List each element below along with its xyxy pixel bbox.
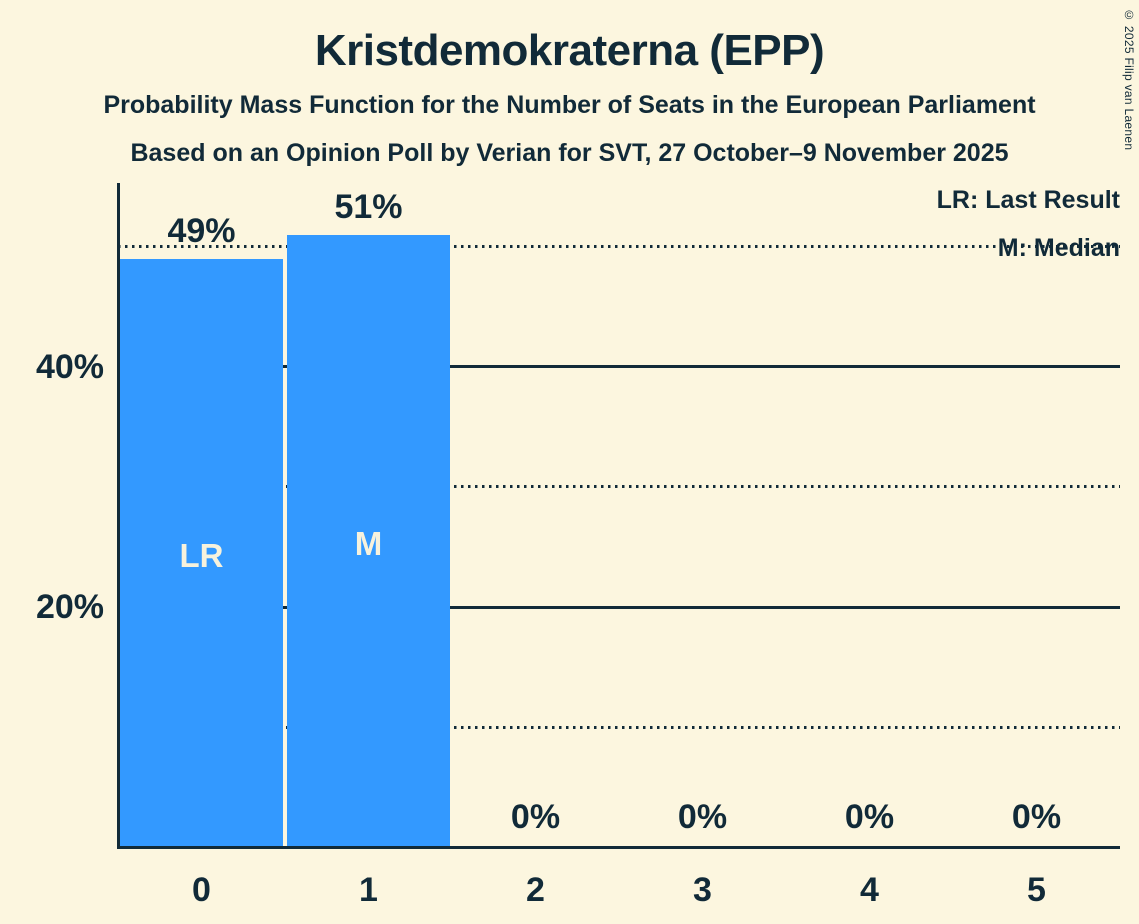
- gridline-30pct: [118, 485, 1120, 489]
- x-tick-2: 2: [526, 871, 545, 909]
- legend-last-result: LR: Last Result: [936, 186, 1120, 214]
- gridline-40pct: [118, 365, 1120, 369]
- chart-poll-info: Based on an Opinion Poll by Verian for S…: [130, 139, 1009, 167]
- x-tick-0: 0: [192, 871, 211, 909]
- chart-subtitle: Probability Mass Function for the Number…: [103, 91, 1036, 119]
- bar-value-label-4: 0%: [844, 798, 895, 836]
- bar-value-label-0: 49%: [167, 211, 236, 250]
- bar-seats-1: M: [287, 234, 450, 847]
- bar-value-label-5: 0%: [1011, 798, 1062, 836]
- x-tick-1: 1: [359, 871, 378, 909]
- y-tick-20%: 20%: [35, 587, 104, 626]
- last-result-marker: LR: [179, 536, 224, 574]
- x-axis-line: [117, 846, 1120, 849]
- bar-value-label-3: 0%: [677, 798, 728, 836]
- gridline-20pct: [118, 605, 1120, 609]
- x-tick-3: 3: [693, 871, 712, 909]
- chart-title: Kristdemokraterna (EPP): [314, 26, 825, 75]
- copyright-notice: © 2025 Filip van Laenen: [1122, 8, 1136, 151]
- gridline-10pct: [118, 725, 1120, 729]
- x-tick-4: 4: [860, 871, 879, 909]
- bar-seats-0: LR: [120, 258, 283, 847]
- y-tick-40%: 40%: [35, 347, 104, 386]
- legend-median: M: Median: [997, 234, 1120, 262]
- y-axis-line: [117, 183, 120, 849]
- bar-value-label-2: 0%: [510, 798, 561, 836]
- bar-value-label-1: 51%: [334, 187, 403, 226]
- median-marker: M: [354, 524, 383, 562]
- x-tick-5: 5: [1027, 871, 1046, 909]
- median-gridline: [118, 245, 1120, 249]
- plot-area: LR 49% M 51% 0% 0% 0% 0%: [118, 183, 1120, 847]
